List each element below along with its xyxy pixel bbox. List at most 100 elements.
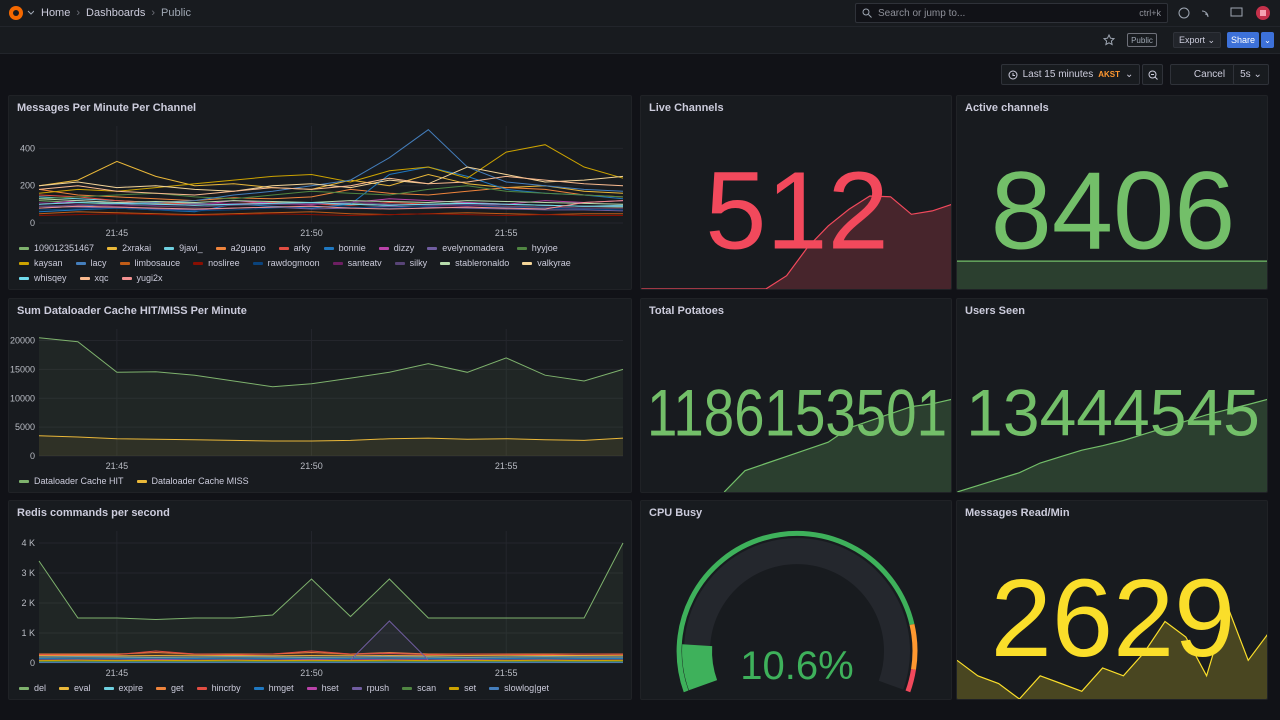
legend-swatch xyxy=(119,261,130,265)
search-placeholder: Search or jump to... xyxy=(878,7,966,19)
crumb: Public xyxy=(161,7,191,19)
legend-swatch xyxy=(79,276,90,280)
series-line xyxy=(38,200,624,210)
legend-swatch xyxy=(323,246,334,250)
legend-item: bonnie xyxy=(323,243,366,253)
public-badge: Public xyxy=(1127,33,1157,47)
series-line xyxy=(38,185,624,200)
y-tick-label: 200 xyxy=(20,181,35,191)
x-tick-label: 21:45 xyxy=(106,461,129,471)
chevron: ⌄ xyxy=(1125,69,1134,80)
time-range-picker[interactable]: Last 15 minutes AKST ⌄ xyxy=(1001,64,1140,85)
legend-item: limbosauce xyxy=(119,258,181,268)
nav-icons[interactable] xyxy=(1178,6,1278,22)
panel: Messages Read/Min 2629 xyxy=(956,500,1268,700)
refresh-picker[interactable]: 5s ⌄ xyxy=(1233,64,1269,85)
legend-label: scan xyxy=(417,683,437,693)
series-line xyxy=(38,175,624,196)
legend-swatch xyxy=(59,686,70,690)
series-area xyxy=(39,543,623,663)
series-line xyxy=(38,198,624,205)
logo[interactable] xyxy=(8,5,34,21)
legend-item: dizzy xyxy=(378,243,414,253)
cancel-button[interactable]: Cancel xyxy=(1170,64,1235,85)
x-tick-label: 21:50 xyxy=(300,668,323,678)
gauge-value xyxy=(682,644,718,691)
legend-swatch xyxy=(522,261,533,265)
legend-item: del xyxy=(19,683,46,693)
legend-swatch xyxy=(278,246,289,250)
crumb[interactable]: Home xyxy=(41,7,71,19)
legend-label: limbosauce xyxy=(134,258,181,268)
refresh-interval: 5s xyxy=(1240,69,1251,80)
sparkline-area xyxy=(724,399,951,492)
top-nav: Home › Dashboards › Public Search or jump … xyxy=(0,0,1280,27)
stat-canvas: 2629 xyxy=(957,557,1267,699)
panel-title: Redis commands per second xyxy=(17,507,170,519)
stat-value: 512 xyxy=(705,150,889,273)
panel-title: CPU Busy xyxy=(649,507,703,519)
legend-item: hincrby xyxy=(196,683,241,693)
plot: 0 5000 10000 15000 20000 21:45 21:50 21:55 xyxy=(10,329,624,471)
time-range: Last 15 minutes xyxy=(1022,69,1094,80)
timezone: AKST xyxy=(1098,70,1120,79)
threshold-band xyxy=(909,623,918,670)
sep: › xyxy=(76,7,81,19)
share-button[interactable]: Share xyxy=(1227,32,1259,48)
star[interactable] xyxy=(1103,34,1115,46)
series-line xyxy=(38,144,624,194)
legend-swatch xyxy=(156,686,167,690)
legend-label: valkyrae xyxy=(537,258,571,268)
legend-item: hyyjoe xyxy=(516,243,558,253)
legend-swatch xyxy=(19,261,29,265)
legend-swatch xyxy=(489,686,500,690)
sparkline xyxy=(723,398,951,492)
legend-label: eval xyxy=(74,683,91,693)
share-menu[interactable]: ⌄ xyxy=(1261,32,1274,48)
legend-swatch xyxy=(19,246,29,250)
panel-title: Messages Per Minute Per Channel xyxy=(17,102,197,114)
crumb[interactable]: Dashboards xyxy=(86,7,146,19)
x-tick-label: 21:55 xyxy=(495,228,518,238)
panel: CPU Busy 10.6% xyxy=(640,500,952,700)
legend-item: valkyrae xyxy=(522,258,571,268)
legend: del eval expire get hincrby hmget hset rpush sca… xyxy=(19,683,623,693)
sparkline-area xyxy=(957,399,1267,492)
legend-swatch xyxy=(449,686,460,690)
y-tick-label: 4 K xyxy=(21,538,35,548)
legend-item: eval xyxy=(59,683,91,693)
legend-item: set xyxy=(449,683,476,693)
stat-canvas: 1186153501 xyxy=(647,376,951,492)
series-line xyxy=(38,435,624,442)
legend-swatch xyxy=(196,686,207,690)
legend-label: a2guapo xyxy=(230,243,266,253)
legend-label: get xyxy=(171,683,184,693)
legend-swatch xyxy=(394,261,405,265)
legend-swatch xyxy=(103,686,114,690)
stat-canvas: 512 xyxy=(641,150,951,289)
panel: Live Channels 512 xyxy=(640,95,952,290)
legend-label: rawdogmoon xyxy=(267,258,320,268)
series-line xyxy=(38,337,624,388)
stat-value: 8406 xyxy=(991,150,1236,273)
legend-item: scan xyxy=(402,683,436,693)
legend-swatch xyxy=(516,246,527,250)
clock-icon xyxy=(1008,70,1018,79)
panel: Messages Per Minute Per Channel 109012351… xyxy=(8,95,632,290)
zoom-out[interactable] xyxy=(1142,64,1163,85)
y-tick-label: 2 K xyxy=(21,598,35,608)
search[interactable]: Search or jump to... ctrl+k xyxy=(855,3,1168,23)
legend-swatch xyxy=(332,261,343,265)
legend-item: lacy xyxy=(75,258,107,268)
legend-label: rpush xyxy=(366,683,390,693)
series-line xyxy=(38,657,623,660)
legend-swatch xyxy=(351,686,362,690)
export-button[interactable]: Export ⌄ xyxy=(1173,32,1221,48)
legend-label: slowlog|get xyxy=(504,683,550,693)
stat-value: 13444545 xyxy=(966,376,1260,450)
threshold-band xyxy=(676,530,915,693)
y-tick-label: 15000 xyxy=(10,364,35,374)
panel-title: Users Seen xyxy=(965,305,1025,317)
legend-swatch xyxy=(19,479,29,483)
legend-label: 9javi_ xyxy=(179,243,203,253)
